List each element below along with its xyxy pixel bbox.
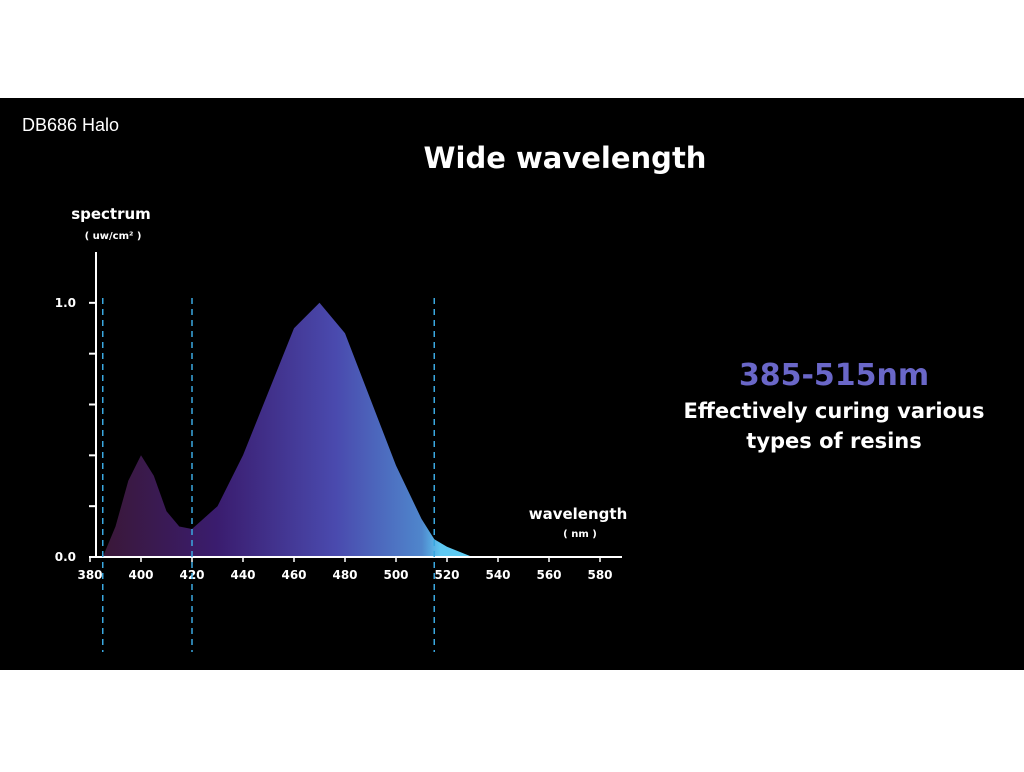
x-tick-label: 560 [536,568,561,582]
spectrum-area [102,302,473,557]
x-tick-label: 540 [485,568,510,582]
note-line: types of resins [746,429,921,453]
x-tick-label: 440 [230,568,255,582]
y-axis-unit: ( uw/cm² ) [85,231,142,242]
x-axis-label: wavelength [529,505,628,523]
x-tick-label: 520 [434,568,459,582]
chart-title: Wide wavelength [424,141,707,175]
y-axis-label: spectrum [71,205,151,223]
range-label: 385-515nm [739,358,929,393]
x-tick-label: 380 [77,568,102,582]
x-tick-label: 400 [128,568,153,582]
x-tick-label: 580 [587,568,612,582]
header: DB686 Halo [22,115,119,135]
slide-background [0,98,1024,670]
note-line: Effectively curing various [684,399,985,423]
x-tick-label: 480 [332,568,357,582]
x-axis-unit: ( nm ) [563,529,597,540]
y-tick-label: 0.0 [55,550,76,564]
x-tick-label: 460 [281,568,306,582]
y-tick-label: 1.0 [55,296,76,310]
x-tick-label: 500 [383,568,408,582]
